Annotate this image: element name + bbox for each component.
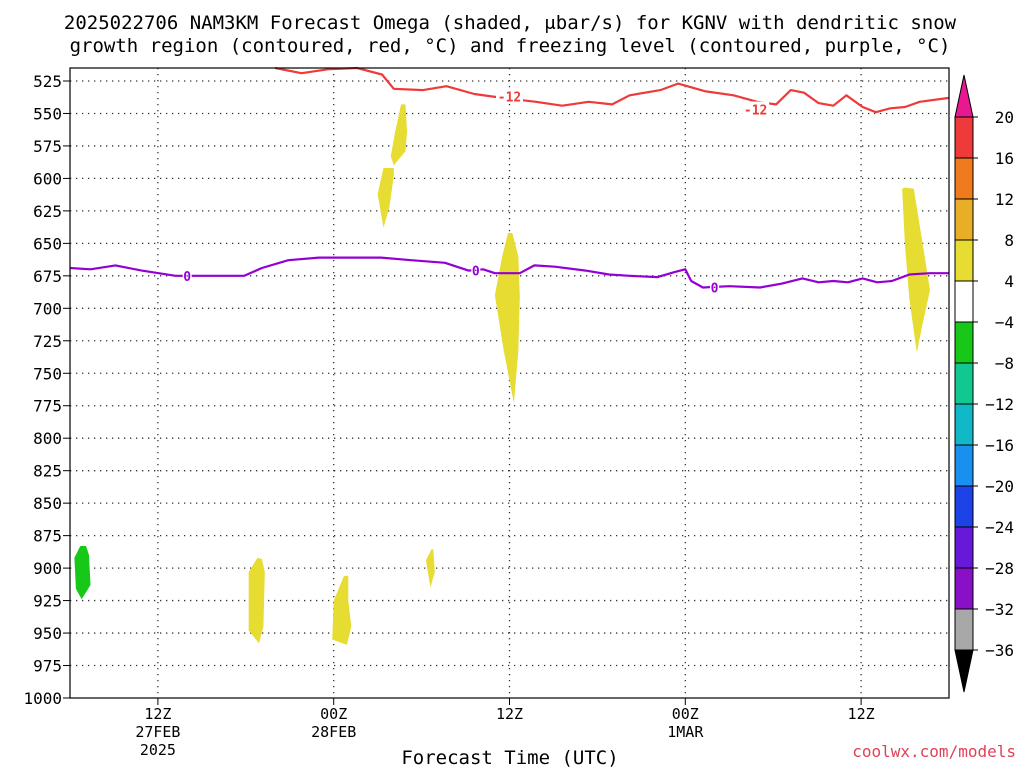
omega-shade-pos — [494, 233, 520, 404]
y-tick-label: 925 — [33, 592, 62, 611]
purple-contour-0c — [69, 256, 949, 289]
y-tick-label: 875 — [33, 527, 62, 546]
red-contour-minus12 — [274, 66, 950, 114]
y-tick-label: 550 — [33, 104, 62, 123]
y-axis-ticks: 525 550 575 600 625 650 675 700 725 750 775 800 825 8… — [23, 72, 70, 708]
y-tick-label: 775 — [33, 397, 62, 416]
y-tick-label: 700 — [33, 299, 62, 318]
colorbar-tick-label: −16 — [985, 436, 1014, 455]
x-tick-label: 1MAR — [667, 723, 704, 741]
red-contour-minus12-label-bg — [496, 88, 523, 103]
x-tick-label: 00Z — [320, 705, 347, 723]
y-tick-label: 850 — [33, 494, 62, 513]
colorbar-swatch — [954, 239, 974, 282]
purple-contour-0c-label-bg — [710, 279, 720, 294]
colorbar-swatch — [954, 157, 974, 200]
y-tick-label: 600 — [33, 169, 62, 188]
y-tick-label: 575 — [33, 137, 62, 156]
colorbar-tick-label: 16 — [995, 149, 1014, 168]
y-tick-label: 1000 — [23, 689, 62, 708]
x-tick-label: 12Z — [496, 705, 523, 723]
colorbar-tick-label: −12 — [985, 395, 1014, 414]
omega-shade-pos — [332, 575, 352, 645]
colorbar-swatch — [954, 567, 974, 610]
colorbar-top-arrow — [954, 74, 974, 118]
omega-shade-pos — [390, 104, 407, 166]
colorbar-swatch — [954, 444, 974, 487]
red-contour-minus12-label: -12 — [498, 91, 521, 106]
omega-shade-pos — [377, 168, 394, 228]
colorbar-swatch — [954, 116, 974, 159]
x-tick-label: 27FEB — [135, 723, 180, 741]
y-tick-label: 675 — [33, 267, 62, 286]
colorbar-swatch — [954, 608, 974, 651]
red-contour-minus12-label: -12 — [744, 104, 767, 119]
y-tick-label: 950 — [33, 624, 62, 643]
purple-contour-0c-label-bg — [471, 262, 481, 277]
colorbar-swatch — [954, 485, 974, 528]
x-tick-label: 00Z — [672, 705, 699, 723]
purple-contour-0c-label: 0 — [183, 270, 191, 285]
x-tick-label: 28FEB — [311, 723, 356, 741]
y-tick-label: 800 — [33, 429, 62, 448]
omega-shade-neg — [74, 546, 91, 600]
colorbar-tick-label: −20 — [985, 477, 1014, 496]
colorbar-tick-label: 12 — [995, 190, 1014, 209]
red-contour-minus12-label-bg — [742, 101, 770, 116]
colorbar-swatch — [954, 280, 974, 323]
y-tick-label: 900 — [33, 559, 62, 578]
omega-shading — [74, 104, 930, 645]
colorbar-tick-label: −32 — [985, 600, 1014, 619]
contour-labels: -12 -12 0 0 0 — [182, 88, 770, 297]
colorbar-tick-label: 4 — [1004, 272, 1014, 291]
y-tick-label: 650 — [33, 234, 62, 253]
colorbar-tick-label: −8 — [995, 354, 1014, 373]
x-tick-label: 12Z — [144, 705, 171, 723]
colorbar-tick-label: −36 — [985, 641, 1014, 660]
purple-contour-0c-label: 0 — [711, 282, 719, 297]
omega-shade-pos — [902, 187, 930, 353]
colorbar: 20 16 12 8 4 −4 −8 −12 −16 −20 −24 −28 −32 −36 — [954, 74, 1014, 693]
colorbar-swatch — [954, 362, 974, 405]
x-axis-label: Forecast Time (UTC) — [401, 747, 618, 768]
purple-contour-0c-label-bg — [182, 267, 192, 282]
x-tick-label: 2025 — [140, 741, 176, 759]
y-tick-label: 625 — [33, 202, 62, 221]
colorbar-swatch — [954, 403, 974, 446]
colorbar-swatch — [954, 526, 974, 569]
y-tick-label: 750 — [33, 364, 62, 383]
colorbar-tick-label: 20 — [995, 108, 1014, 127]
y-tick-label: 525 — [33, 72, 62, 91]
colorbar-tick-label: −4 — [995, 313, 1014, 332]
chart-title-line2: growth region (contoured, red, °C) and f… — [70, 35, 951, 57]
x-tick-label: 12Z — [848, 705, 875, 723]
plot-frame — [69, 67, 950, 699]
omega-shade-pos — [426, 548, 435, 588]
temperature-contours — [69, 66, 950, 289]
colorbar-tick-label: 8 — [1004, 231, 1014, 250]
y-tick-label: 975 — [33, 657, 62, 676]
omega-shade-pos — [248, 557, 265, 644]
y-tick-label: 825 — [33, 462, 62, 481]
credit-text: coolwx.com/models — [852, 742, 1016, 761]
chart-title-line1: 2025022706 NAM3KM Forecast Omega (shaded… — [64, 12, 957, 34]
colorbar-swatch — [954, 321, 974, 364]
colorbar-bottom-arrow — [954, 649, 974, 693]
purple-contour-0c-label: 0 — [472, 265, 480, 280]
colorbar-tick-label: −28 — [985, 559, 1014, 578]
colorbar-tick-label: −24 — [985, 518, 1014, 537]
y-tick-label: 725 — [33, 332, 62, 351]
gridlines — [70, 68, 949, 698]
colorbar-swatch — [954, 198, 974, 241]
